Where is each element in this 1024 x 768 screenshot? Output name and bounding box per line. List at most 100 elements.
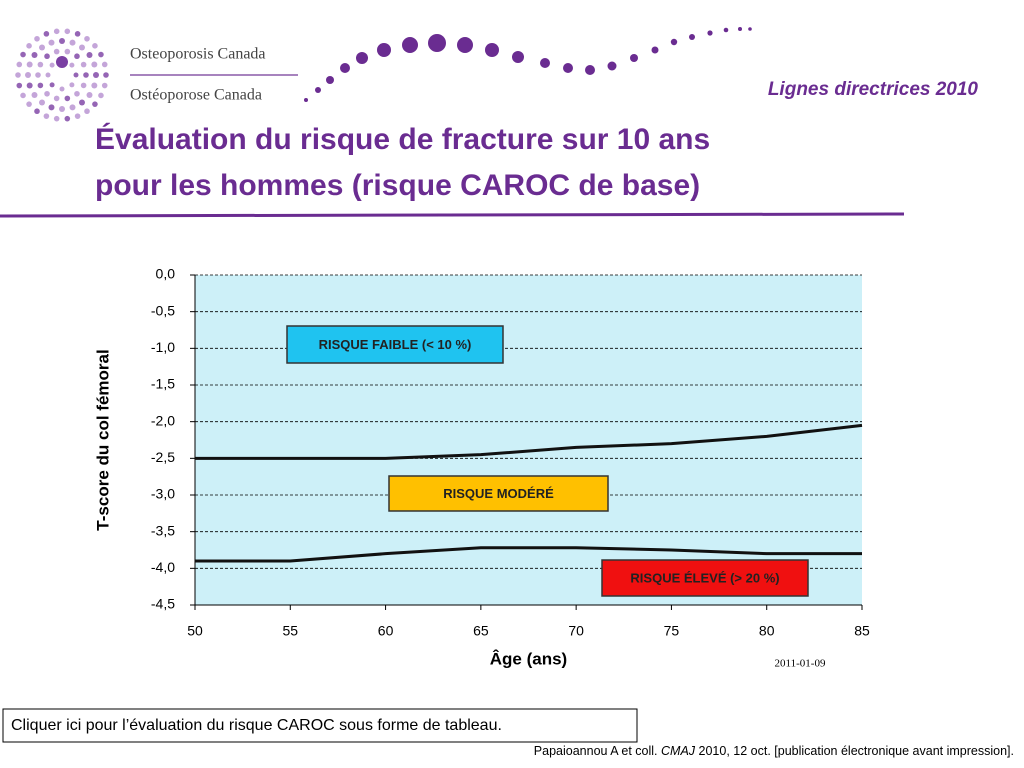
deco-dot	[630, 54, 638, 62]
logo-dot	[53, 28, 60, 35]
logo-dot	[98, 51, 104, 58]
chart: 0,0 -0,5 -1,0 -1,5 -2,0 -2,5 -3,0 -3,5 -4,0 -4,5 5…	[93, 266, 870, 670]
logo-dot	[83, 72, 89, 78]
logo-dot	[45, 72, 51, 78]
deco-dot	[607, 61, 617, 71]
risk-label: RISQUE MODÉRÉ	[443, 486, 554, 501]
logo-dot	[44, 90, 50, 97]
logo-dot	[74, 90, 80, 97]
y-tick-label: -2,0	[151, 412, 175, 428]
y-tick-label: -3,0	[151, 486, 175, 502]
slide-title: Évaluation du risque de fracture sur 10 …	[95, 122, 710, 156]
logo-dot	[25, 72, 31, 78]
series-line	[195, 546, 862, 563]
y-tick-label: -4,0	[151, 559, 175, 575]
logo-dot	[31, 91, 38, 98]
logo-dot	[86, 52, 93, 59]
logo-dot	[56, 56, 68, 68]
date-stamp: 2011-01-09	[775, 658, 826, 670]
logo-dot	[43, 113, 50, 119]
logo-dot	[34, 108, 40, 115]
x-tick-label: 70	[568, 623, 584, 639]
logo-dot	[64, 48, 71, 55]
y-axis-label: T-score du col fémoral	[93, 349, 112, 530]
slide-title: pour les hommes (risque CAROC de base)	[95, 169, 700, 202]
logo-dot	[49, 62, 55, 68]
logo-dot	[48, 104, 55, 111]
logo-dot	[43, 31, 50, 37]
deco-dot	[707, 30, 713, 36]
logo-dot	[35, 72, 41, 78]
logo-dot	[59, 86, 65, 92]
deco-dot	[651, 46, 659, 54]
logo-dot	[26, 82, 33, 89]
link-text[interactable]: Cliquer ici pour l’évaluation du risque …	[11, 717, 502, 734]
logo-dot	[101, 61, 108, 68]
x-tick-label: 60	[378, 623, 394, 639]
risk-label: RISQUE FAIBLE (< 10 %)	[319, 337, 472, 352]
logo-dot	[74, 31, 81, 37]
logo-dot	[37, 61, 44, 68]
table-link[interactable]: Cliquer ici pour l’évaluation du risque …	[2, 708, 638, 743]
deco-dot	[457, 37, 473, 53]
deco-dot	[748, 27, 752, 31]
x-tick-label: 50	[187, 623, 203, 639]
logo-dot	[64, 28, 71, 35]
logo-dot	[26, 61, 33, 68]
logo-dot	[59, 106, 65, 112]
logo-dot	[37, 82, 44, 89]
plot-area	[195, 275, 862, 605]
deco-dot	[540, 58, 550, 68]
deco-dot	[563, 63, 573, 73]
logo-dot	[69, 104, 76, 111]
logo-dot	[20, 51, 26, 58]
logo-dot	[16, 82, 23, 89]
guidelines-label: Lignes directrices 2010	[768, 79, 979, 100]
logo-dot	[59, 38, 65, 44]
logo-dot	[26, 43, 32, 49]
logo-dot	[103, 72, 109, 78]
risk-box	[601, 559, 809, 597]
logo-dot	[20, 92, 26, 99]
y-tick-label: 0,0	[156, 266, 176, 282]
risk-box	[388, 475, 609, 512]
logo-dot	[53, 95, 60, 102]
y-tick-label: -3,5	[151, 522, 175, 538]
link-box[interactable]	[2, 708, 638, 743]
citation: Papaioannou A et coll. CMAJ 2010, 12 oct…	[534, 744, 1014, 758]
deco-dot	[326, 76, 334, 84]
logo-dot	[86, 91, 93, 98]
y-tick-label: -0,5	[151, 302, 175, 318]
logo-dot	[64, 115, 71, 122]
deco-dot	[670, 38, 678, 46]
org-name-fr: Ostéoporose Canada	[130, 87, 262, 104]
x-tick-label: 85	[854, 623, 870, 639]
y-tick-label: -1,5	[151, 376, 175, 392]
logo-dot	[84, 108, 90, 115]
risk-box	[286, 325, 504, 364]
logo-dot	[91, 82, 98, 89]
org-name-en: Osteoporosis Canada	[130, 46, 266, 63]
deco-dot	[585, 65, 595, 75]
citation-authors: Papaioannou A et coll.	[533, 744, 658, 758]
y-tick-label: -2,5	[151, 449, 175, 465]
logo-dot	[15, 72, 21, 78]
logo-dot	[69, 62, 75, 68]
logo-dot	[39, 99, 46, 106]
logo-dot	[44, 53, 50, 60]
deco-dot	[377, 43, 391, 57]
logo-dot	[64, 95, 71, 102]
title-rule	[0, 212, 905, 218]
deco-dot	[485, 43, 499, 57]
logo-decoration	[15, 27, 752, 122]
deco-dot	[723, 27, 729, 33]
x-axis-label: Âge (ans)	[490, 649, 567, 668]
logo-dot	[78, 99, 85, 106]
logo-dot	[16, 61, 23, 68]
logo-dot	[74, 113, 81, 119]
deco-dot	[512, 51, 524, 63]
logo-dot	[98, 92, 104, 99]
deco-dot	[304, 98, 308, 102]
deco-dot	[689, 34, 695, 40]
